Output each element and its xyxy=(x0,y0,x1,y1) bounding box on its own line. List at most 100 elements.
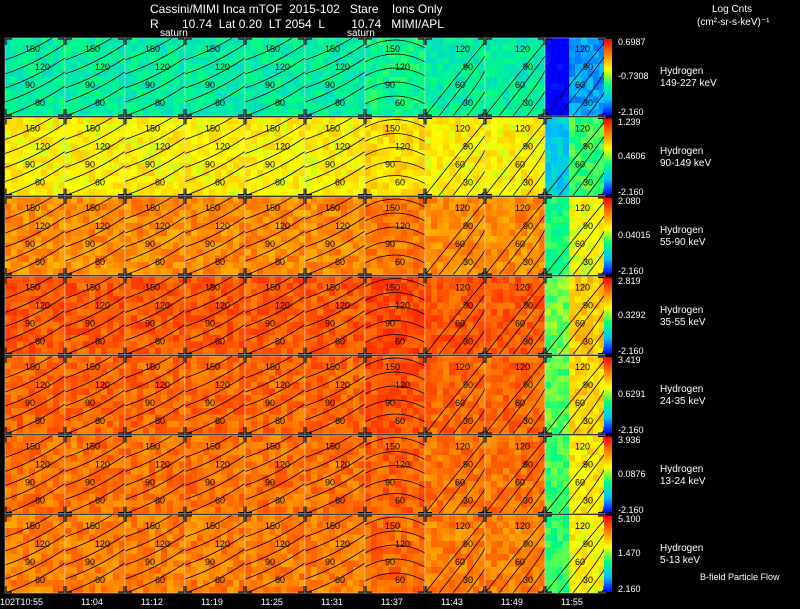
contour-line xyxy=(65,137,125,168)
contour-line xyxy=(305,435,354,458)
contour-line xyxy=(305,441,365,472)
contour-label: 60 xyxy=(335,575,345,585)
contour-label: 60 xyxy=(455,319,465,329)
contour-label: 120 xyxy=(215,539,230,549)
contour-line xyxy=(305,71,365,103)
cell-r6-c9: 120 90 60 30 xyxy=(544,514,606,594)
contour-line xyxy=(558,214,605,275)
colorbar-min: -2.160 xyxy=(618,107,644,117)
contour-line xyxy=(245,244,305,275)
contour-line xyxy=(365,175,425,184)
contour-label: 90 xyxy=(325,398,335,408)
colorbar-r1 xyxy=(604,118,612,195)
contour-label: 90 xyxy=(145,80,155,90)
species-label: Hydrogen 149-227 keV xyxy=(660,66,717,89)
contour-line xyxy=(125,356,174,379)
contour-label: 120 xyxy=(455,362,470,372)
contour-label: 60 xyxy=(395,257,405,267)
contour-line xyxy=(5,85,65,116)
contour-label: 30 xyxy=(463,257,473,267)
contour-line xyxy=(305,282,365,313)
contour-line xyxy=(452,149,485,196)
chart-title: Cassini/MIMI Inca mTOF 2015-102 Stare Io… xyxy=(150,2,443,16)
contour-label: 60 xyxy=(335,416,345,426)
contour-line xyxy=(245,548,305,580)
contour-line xyxy=(125,38,174,61)
contour-line xyxy=(305,165,365,196)
contour-label: 90 xyxy=(325,319,335,329)
contour-label: 90 xyxy=(523,221,533,231)
contour-line xyxy=(5,117,54,140)
contour-line xyxy=(185,361,245,393)
contour-line xyxy=(245,403,305,434)
contour-line xyxy=(5,310,65,341)
contour-line xyxy=(5,137,65,168)
contour-line xyxy=(125,562,185,593)
contour-line xyxy=(65,151,125,182)
contour-label: 60 xyxy=(215,416,225,426)
contour-line xyxy=(365,465,425,474)
contour-label: 60 xyxy=(575,160,585,170)
cell-r2-c9: 120 90 60 30 xyxy=(544,196,606,276)
contour-line xyxy=(5,389,65,421)
contour-label: 120 xyxy=(215,301,230,311)
contour-label: 60 xyxy=(455,80,465,90)
contour-line xyxy=(125,455,185,486)
contour-label: 150 xyxy=(205,124,220,134)
contour-label: 120 xyxy=(395,221,410,231)
contour-label: 90 xyxy=(583,380,593,390)
contour-label: 60 xyxy=(395,496,405,506)
contour-line xyxy=(185,455,245,486)
contour-label: 60 xyxy=(155,257,165,267)
cell-r3-c7: 120 90 60 30 xyxy=(424,276,486,355)
contour-label: 90 xyxy=(85,160,95,170)
contour-line xyxy=(5,403,65,434)
contour-line xyxy=(65,534,125,566)
contour-line xyxy=(245,296,305,327)
contour-line xyxy=(245,469,305,500)
contour-line xyxy=(485,439,545,514)
contour-label: 60 xyxy=(155,98,165,108)
contour-line xyxy=(125,117,174,140)
contour-line xyxy=(485,200,545,275)
contour-label: 120 xyxy=(515,283,530,293)
contour-line xyxy=(438,532,485,593)
contour-line xyxy=(185,389,245,421)
contour-label: 60 xyxy=(35,178,45,188)
contour-line xyxy=(512,546,545,593)
contour-label: 90 xyxy=(85,319,95,329)
colorbar-mid: 1.470 xyxy=(618,548,641,558)
contour-line xyxy=(65,356,114,379)
contour-line xyxy=(466,401,485,434)
chart-info-line: R 10.74 Lat 0.20 LT 2054 L 10.74 MIMI/AP… xyxy=(150,17,444,31)
time-label: 11:37 xyxy=(381,597,403,607)
contour-label: 120 xyxy=(515,442,530,452)
contour-label: 90 xyxy=(145,239,155,249)
contour-label: 120 xyxy=(335,221,350,231)
contour-line xyxy=(5,562,65,593)
contour-label: 150 xyxy=(145,44,160,54)
contour-label: 120 xyxy=(515,124,530,134)
contour-label: 120 xyxy=(275,62,290,72)
contour-label: 90 xyxy=(583,539,593,549)
contour-label: 60 xyxy=(515,557,525,567)
contour-line xyxy=(245,137,305,168)
contour-label: 90 xyxy=(583,142,593,152)
contour-line xyxy=(125,71,185,103)
contour-label: 90 xyxy=(265,160,275,170)
contour-line xyxy=(125,85,185,116)
contour-line xyxy=(245,151,305,182)
contour-label: 60 xyxy=(335,496,345,506)
cell-r1-c8: 120 90 60 30 xyxy=(484,117,546,196)
contour-label: 90 xyxy=(463,460,473,470)
contour-line xyxy=(586,242,605,275)
contour-line xyxy=(452,546,485,593)
